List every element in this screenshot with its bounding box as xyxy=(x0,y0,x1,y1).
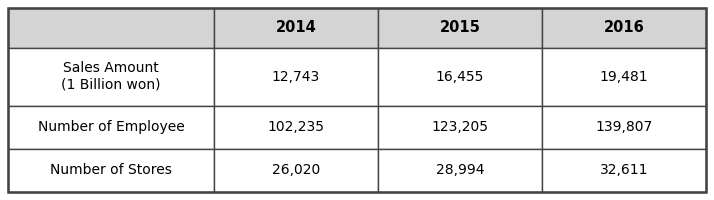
Bar xyxy=(542,149,706,192)
Text: Sales Amount
(1 Billion won): Sales Amount (1 Billion won) xyxy=(61,61,161,92)
Text: 16,455: 16,455 xyxy=(436,70,484,84)
Text: 19,481: 19,481 xyxy=(600,70,648,84)
Bar xyxy=(8,8,214,48)
Bar xyxy=(214,149,378,192)
Text: 2016: 2016 xyxy=(603,20,644,35)
Text: 32,611: 32,611 xyxy=(600,163,648,177)
Bar xyxy=(378,106,542,149)
Text: Number of Stores: Number of Stores xyxy=(50,163,172,177)
Text: 102,235: 102,235 xyxy=(268,120,324,134)
Bar xyxy=(378,8,542,48)
Bar xyxy=(214,106,378,149)
Text: 2014: 2014 xyxy=(276,20,316,35)
Text: 26,020: 26,020 xyxy=(272,163,320,177)
Bar xyxy=(214,8,378,48)
Bar xyxy=(378,48,542,106)
Bar xyxy=(542,106,706,149)
Bar xyxy=(378,149,542,192)
Bar xyxy=(8,149,214,192)
Text: 28,994: 28,994 xyxy=(436,163,484,177)
Bar xyxy=(8,106,214,149)
Bar xyxy=(8,48,214,106)
Text: Number of Employee: Number of Employee xyxy=(38,120,184,134)
Text: 123,205: 123,205 xyxy=(431,120,488,134)
Text: 139,807: 139,807 xyxy=(595,120,653,134)
Bar xyxy=(542,8,706,48)
Text: 12,743: 12,743 xyxy=(272,70,320,84)
Bar xyxy=(214,48,378,106)
Text: 2015: 2015 xyxy=(440,20,481,35)
Bar xyxy=(542,48,706,106)
